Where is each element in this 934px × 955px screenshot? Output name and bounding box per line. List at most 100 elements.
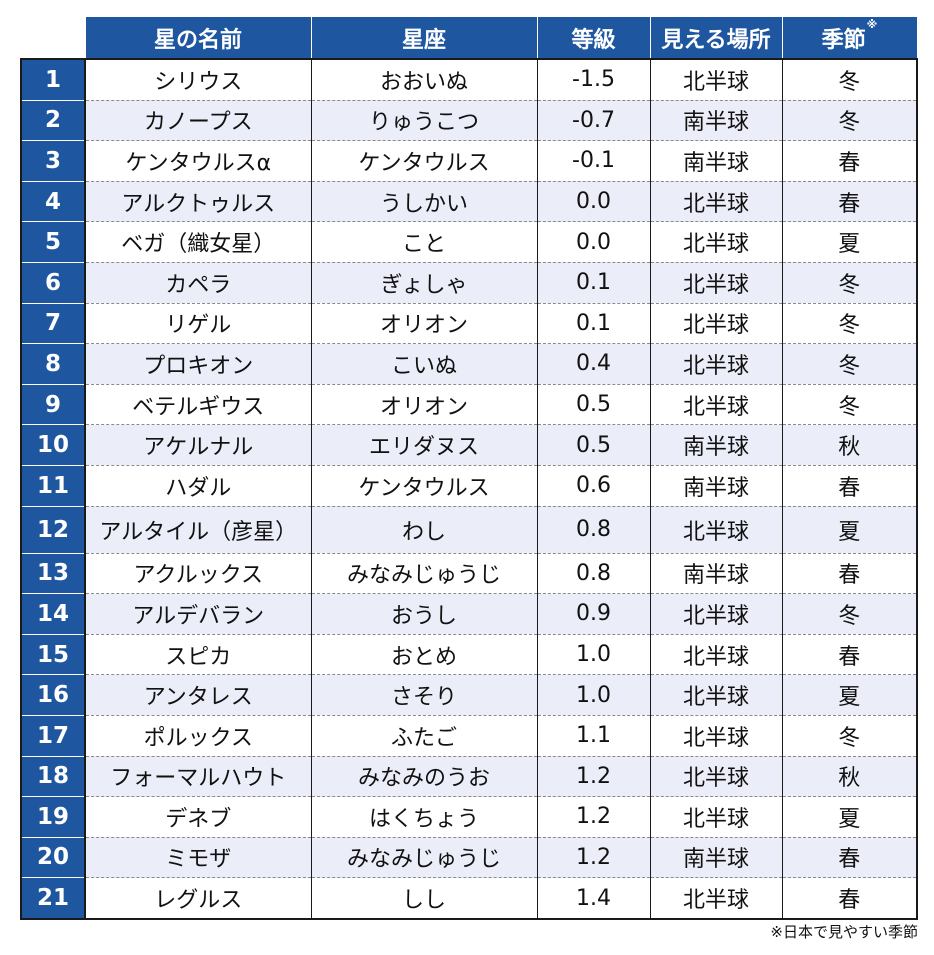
header-season-label: 季節 — [821, 27, 866, 53]
magnitude-cell: 0.0 — [537, 221, 651, 263]
visible-place-cell: 北半球 — [650, 57, 783, 101]
constellation-cell: わし — [311, 506, 538, 554]
magnitude-cell: 0.8 — [537, 553, 651, 595]
star-name-cell: レグルス — [85, 877, 312, 920]
header-place: 見える場所 — [649, 17, 783, 59]
magnitude-cell: 0.8 — [537, 506, 651, 554]
table-row: 7 リゲル オリオン 0.1 北半球冬 — [20, 303, 918, 345]
rank-cell: 4 — [20, 181, 86, 223]
season-cell: 冬 — [782, 384, 918, 426]
constellation-cell: りゅうこつ — [311, 100, 538, 142]
constellation-cell: ケンタウルス — [311, 465, 538, 507]
table-row: 14 アルデバラン おうし 0.9 北半球冬 — [20, 593, 918, 635]
visible-place-cell: 北半球 — [650, 796, 783, 838]
table-row: 15 スピカ おとめ 1.0 北半球春 — [20, 634, 918, 676]
constellation-cell: みなみじゅうじ — [311, 553, 538, 595]
rank-cell: 15 — [20, 634, 86, 676]
star-name-cell: ミモザ — [85, 837, 312, 879]
constellation-cell: ふたご — [311, 715, 538, 757]
constellation-cell: こいぬ — [311, 343, 538, 385]
star-name-cell: ベガ（織女星） — [85, 221, 312, 263]
rank-cell: 9 — [20, 384, 86, 426]
magnitude-cell: 0.5 — [537, 384, 651, 426]
rank-cell: 21 — [20, 877, 86, 920]
visible-place-cell: 北半球 — [650, 303, 783, 345]
season-cell: 冬 — [782, 100, 918, 142]
rank-cell: 17 — [20, 715, 86, 757]
star-name-cell: リゲル — [85, 303, 312, 345]
rank-cell: 5 — [20, 221, 86, 263]
magnitude-cell: 0.1 — [537, 262, 651, 304]
star-name-cell: スピカ — [85, 634, 312, 676]
season-cell: 秋 — [782, 424, 918, 466]
header-season-mark: ※ — [866, 17, 878, 31]
star-name-cell: ハダル — [85, 465, 312, 507]
constellation-cell: さそり — [311, 674, 538, 716]
star-name-cell: アルデバラン — [85, 593, 312, 635]
magnitude-cell: 1.1 — [537, 715, 651, 757]
bright-stars-table: 星の名前 星座 等級 見える場所 季節※ 1 シリウス おおいぬ -1.5 北半球冬 2 カ… — [20, 17, 918, 920]
season-cell: 春 — [782, 140, 918, 182]
star-name-cell: フォーマルハウト — [85, 756, 312, 798]
star-name-cell: アンタレス — [85, 674, 312, 716]
star-name-cell: アルタイル（彦星） — [85, 506, 312, 554]
table-row: 18 フォーマルハウト みなみのうお 1.2 北半球秋 — [20, 756, 918, 798]
rank-cell: 6 — [20, 262, 86, 304]
constellation-cell: おおいぬ — [311, 57, 538, 101]
constellation-cell: ケンタウルス — [311, 140, 538, 182]
table-row: 9 ベテルギウス オリオン 0.5 北半球冬 — [20, 384, 918, 426]
season-cell: 春 — [782, 553, 918, 595]
season-cell: 冬 — [782, 343, 918, 385]
table-row: 20 ミモザ みなみじゅうじ 1.2 南半球春 — [20, 837, 918, 879]
star-name-cell: カペラ — [85, 262, 312, 304]
season-cell: 冬 — [782, 715, 918, 757]
table-row: 13 アクルックス みなみじゅうじ 0.8 南半球春 — [20, 553, 918, 595]
constellation-cell: オリオン — [311, 384, 538, 426]
visible-place-cell: 北半球 — [650, 262, 783, 304]
star-name-cell: アケルナル — [85, 424, 312, 466]
header-corner — [21, 17, 85, 59]
season-cell: 春 — [782, 837, 918, 879]
rank-cell: 2 — [20, 100, 86, 142]
visible-place-cell: 北半球 — [650, 877, 783, 920]
rank-cell: 16 — [20, 674, 86, 716]
table-row: 16 アンタレス さそり 1.0 北半球夏 — [20, 674, 918, 716]
magnitude-cell: -0.1 — [537, 140, 651, 182]
visible-place-cell: 北半球 — [650, 506, 783, 554]
table-row: 11 ハダル ケンタウルス 0.6 南半球春 — [20, 465, 918, 507]
magnitude-cell: 0.1 — [537, 303, 651, 345]
constellation-cell: うしかい — [311, 181, 538, 223]
star-name-cell: カノープス — [85, 100, 312, 142]
magnitude-cell: 0.0 — [537, 181, 651, 223]
star-name-cell: シリウス — [85, 57, 312, 101]
constellation-cell: ぎょしゃ — [311, 262, 538, 304]
rank-cell: 10 — [20, 424, 86, 466]
constellation-cell: みなみじゅうじ — [311, 837, 538, 879]
constellation-cell: みなみのうお — [311, 756, 538, 798]
header-row: 星の名前 星座 等級 見える場所 季節※ — [21, 17, 918, 59]
season-cell: 夏 — [782, 506, 918, 554]
visible-place-cell: 北半球 — [650, 756, 783, 798]
magnitude-cell: 1.2 — [537, 756, 651, 798]
rank-cell: 19 — [20, 796, 86, 838]
visible-place-cell: 南半球 — [650, 140, 783, 182]
star-name-cell: デネブ — [85, 796, 312, 838]
season-cell: 春 — [782, 181, 918, 223]
magnitude-cell: 0.9 — [537, 593, 651, 635]
season-cell: 春 — [782, 465, 918, 507]
star-name-cell: ベテルギウス — [85, 384, 312, 426]
table-row: 4 アルクトゥルス うしかい 0.0 北半球春 — [20, 181, 918, 223]
rank-cell: 12 — [20, 506, 86, 554]
season-cell: 冬 — [782, 262, 918, 304]
visible-place-cell: 北半球 — [650, 715, 783, 757]
star-name-cell: アルクトゥルス — [85, 181, 312, 223]
visible-place-cell: 北半球 — [650, 634, 783, 676]
magnitude-cell: 0.6 — [537, 465, 651, 507]
visible-place-cell: 北半球 — [650, 384, 783, 426]
constellation-cell: エリダヌス — [311, 424, 538, 466]
table-row: 10 アケルナル エリダヌス 0.5 南半球秋 — [20, 424, 918, 466]
constellation-cell: オリオン — [311, 303, 538, 345]
season-cell: 夏 — [782, 221, 918, 263]
visible-place-cell: 北半球 — [650, 674, 783, 716]
magnitude-cell: -1.5 — [537, 57, 651, 101]
